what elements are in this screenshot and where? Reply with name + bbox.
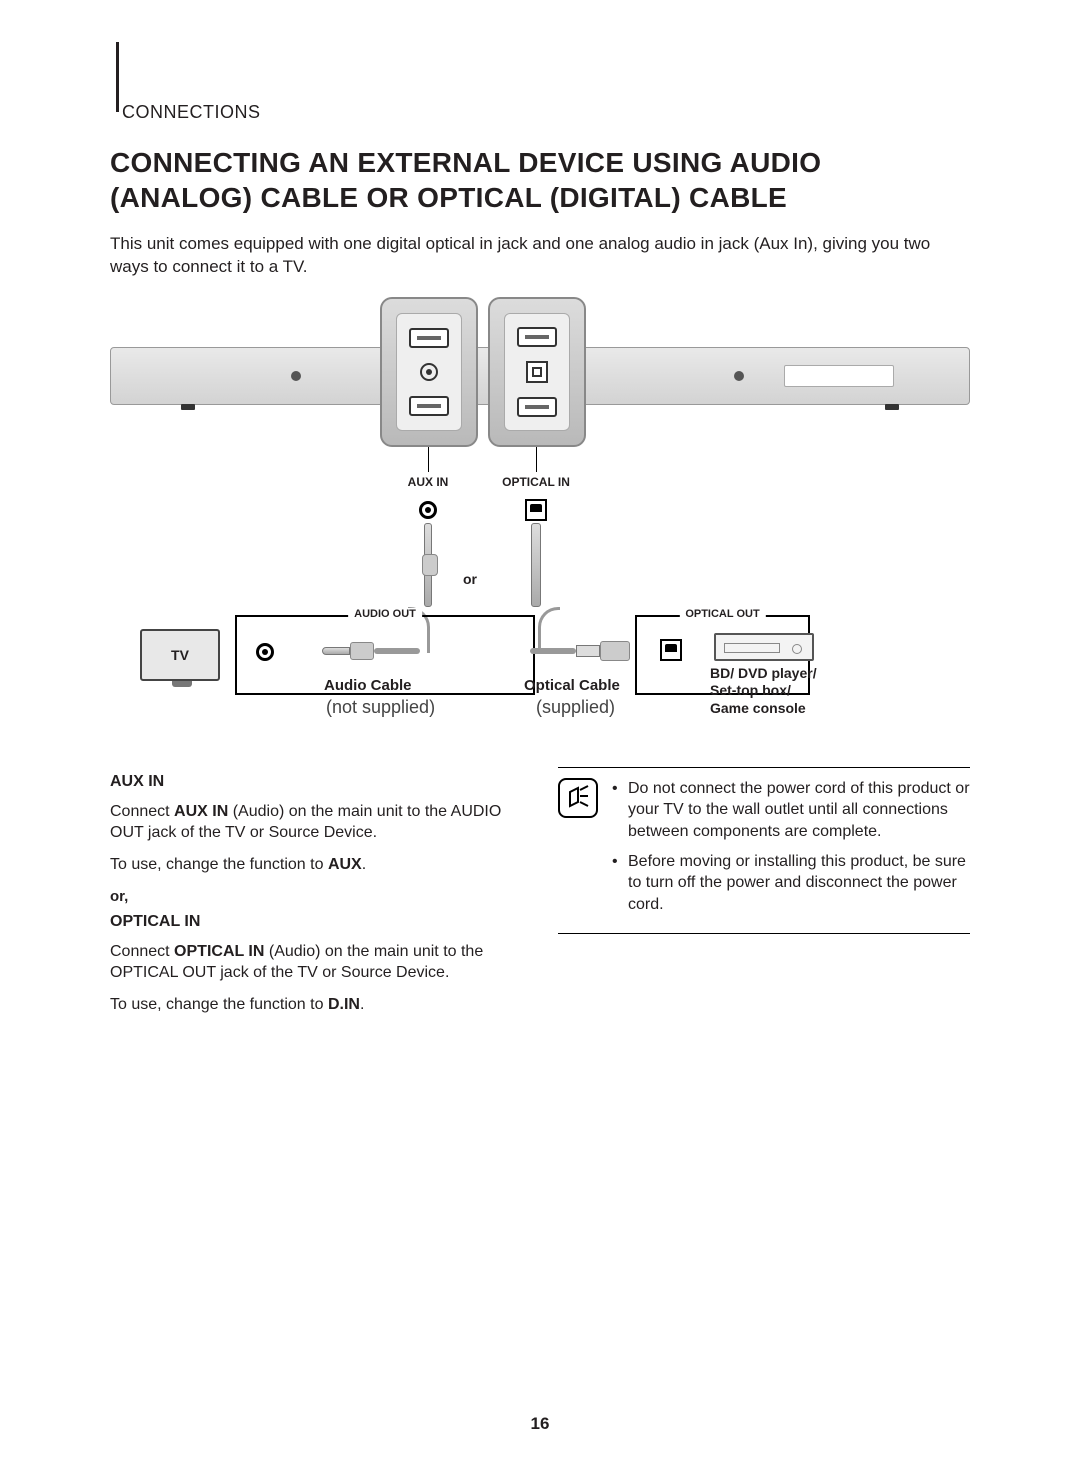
optical-plug-horizontal: [550, 641, 630, 663]
zoom-optical-panel: [488, 297, 586, 447]
optical-cable-label: Optical Cable: [524, 677, 620, 694]
or-label: or: [463, 571, 477, 587]
audio-cable-label: Audio Cable: [324, 677, 412, 694]
not-supplied-label: (not supplied): [326, 697, 435, 718]
optical-paragraph-2: To use, change the function to D.IN.: [110, 994, 522, 1016]
aux-cable-vertical: [424, 523, 432, 607]
zoom-aux-panel: [380, 297, 478, 447]
page-title: CONNECTING AN EXTERNAL DEVICE USING AUDI…: [110, 145, 970, 215]
optical-plug-icon: [660, 639, 682, 661]
player-label: BD/ DVD player/ Set-top box/ Game consol…: [710, 665, 817, 718]
bd-player-icon: [714, 633, 814, 661]
optical-out-tag: OPTICAL OUT: [679, 608, 765, 620]
connection-diagram: AUX IN OPTICAL IN or TV AUDIO OUT OPTICA…: [110, 297, 970, 727]
note-item-2: Before moving or installing this product…: [612, 851, 970, 916]
left-column: AUX IN Connect AUX IN (Audio) on the mai…: [110, 767, 522, 1026]
hdmi-port-icon: [409, 328, 449, 348]
optical-plug-icon: [525, 499, 547, 521]
tv-icon: TV: [140, 629, 220, 681]
optical-paragraph-1: Connect OPTICAL IN (Audio) on the main u…: [110, 941, 522, 984]
supplied-label: (supplied): [536, 697, 615, 718]
caution-note: Do not connect the power cord of this pr…: [558, 767, 970, 935]
section-rule: [116, 42, 119, 112]
optical-port-icon: [526, 361, 548, 383]
note-item-1: Do not connect the power cord of this pr…: [612, 778, 970, 843]
aux-heading: AUX IN: [110, 773, 522, 791]
hdmi-port-icon: [517, 397, 557, 417]
aux-jack-icon: [419, 501, 437, 519]
hdmi-port-icon: [409, 396, 449, 416]
page-number: 16: [531, 1414, 550, 1434]
hdmi-port-icon: [517, 327, 557, 347]
aux-in-label: AUX IN: [388, 475, 468, 489]
optical-in-label: OPTICAL IN: [496, 475, 576, 489]
right-column: Do not connect the power cord of this pr…: [558, 767, 970, 1026]
aux-paragraph-1: Connect AUX IN (Audio) on the main unit …: [110, 801, 522, 844]
section-label: CONNECTIONS: [110, 102, 970, 123]
aux-port-icon: [420, 363, 438, 381]
optical-cable-vertical: [531, 523, 541, 607]
aux-paragraph-2: To use, change the function to AUX.: [110, 854, 522, 876]
intro-text: This unit comes equipped with one digita…: [110, 233, 970, 279]
audio-out-tag: AUDIO OUT: [348, 608, 422, 620]
note-icon: [558, 778, 598, 818]
optical-heading: OPTICAL IN: [110, 913, 522, 931]
or-subheading: or,: [110, 888, 522, 905]
aux-plug-horizontal: [322, 642, 392, 660]
aux-jack-icon: [256, 643, 274, 661]
